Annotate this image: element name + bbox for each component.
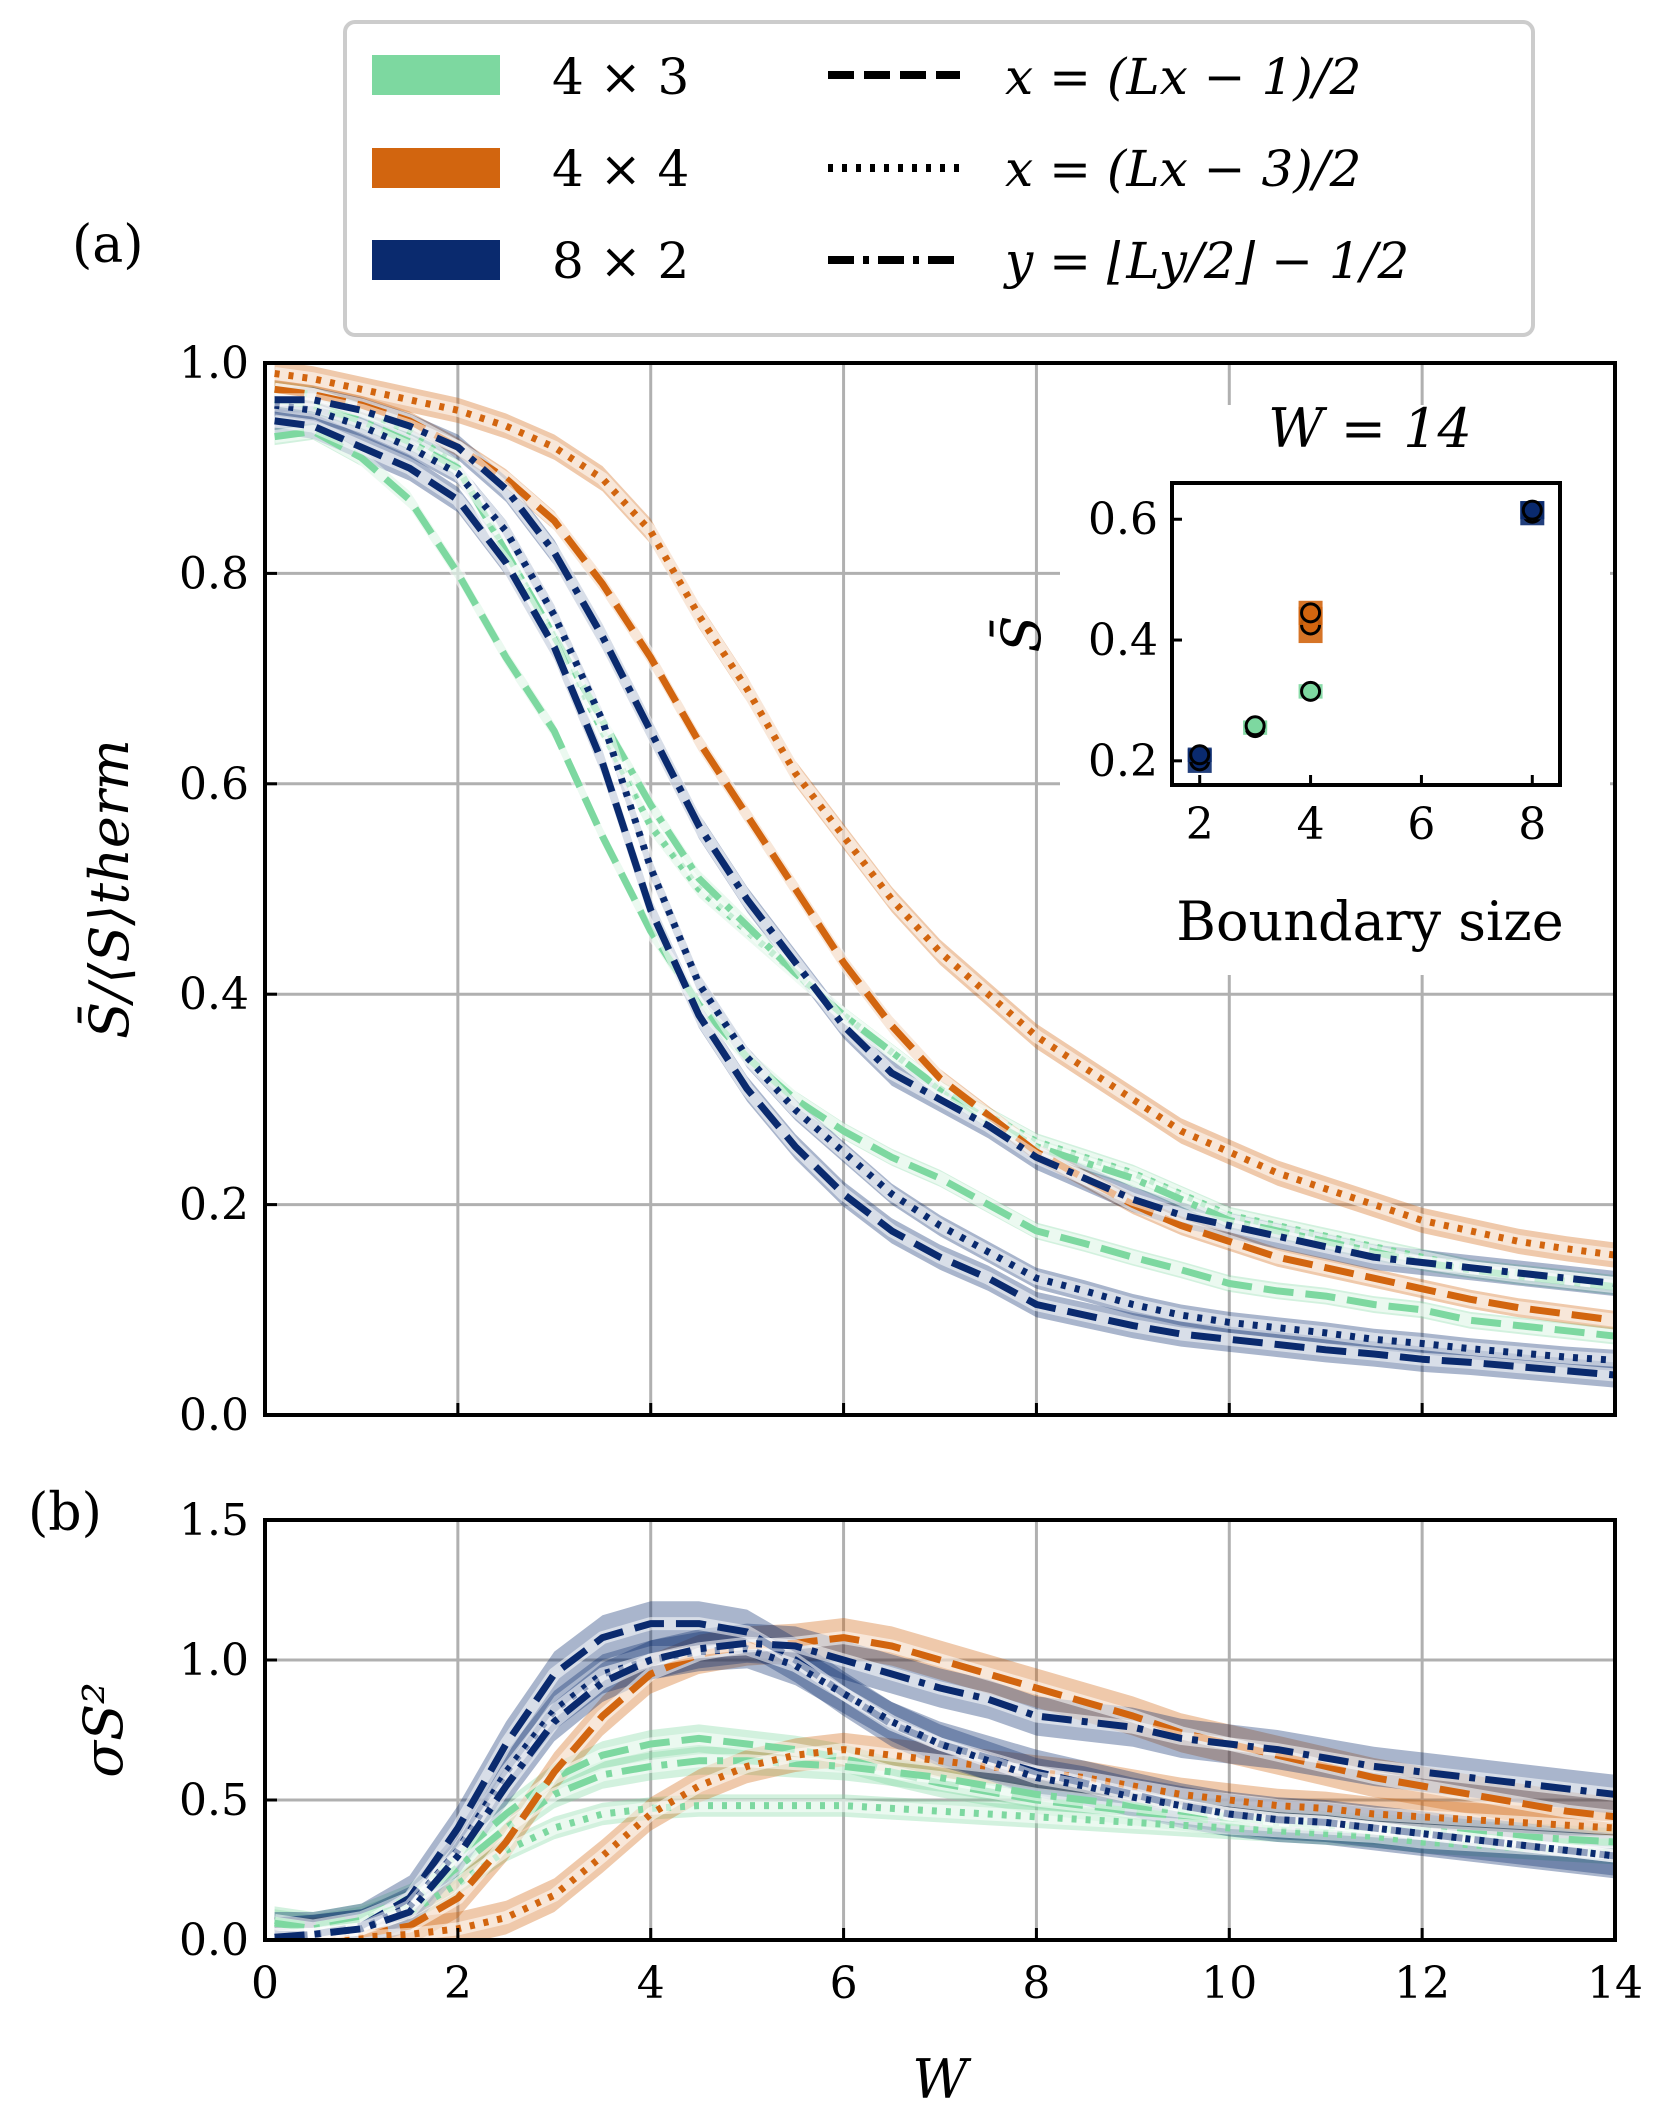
- legend-label-8x2: 8 × 2: [552, 232, 689, 290]
- inset-ytick-label: 0.4: [1088, 615, 1158, 666]
- inset-ytick-label: 0.2: [1088, 736, 1158, 787]
- panel-a-ytick-label: 1.0: [179, 338, 249, 389]
- inset-xtick-label: 4: [1297, 799, 1325, 850]
- panel-b-xtick-label: 2: [444, 1958, 472, 2009]
- panel-label-b: (b): [28, 1483, 102, 1543]
- panel-a-bands: [274, 363, 1615, 1388]
- panel-b-ticks: 0 2 4 6 8 10 12 14 0.0 0.5 1.0 1.5: [179, 1495, 1643, 2009]
- panel-a-ytick-label: 0.4: [179, 969, 249, 1020]
- panel-a-ytick-label: 0.2: [179, 1180, 249, 1231]
- inset-point-8: [1521, 499, 1543, 521]
- legend-patch-4x4: [372, 148, 500, 188]
- panel-a-halo-4: [273, 367, 1615, 1262]
- panel-b-series-3: [274, 1634, 1615, 1940]
- inset-xlabel: Boundary size: [1176, 890, 1563, 953]
- panel-b-xtick-label: 14: [1587, 1958, 1643, 2009]
- panel-a-series-7: [274, 396, 1615, 1287]
- panel-b-frame: [263, 1518, 1617, 1942]
- panel-a-frame: [263, 361, 1617, 1417]
- inset-ylabel: S̄: [989, 616, 1053, 653]
- panel-a-series-0: [274, 427, 1615, 1340]
- panel-a: 0.0 0.2 0.4 0.6 0.8 1.0 S̄/⟨S⟩therm: [77, 338, 1617, 1441]
- panel-a-series-5: [274, 417, 1615, 1379]
- legend: 4 × 3 4 × 4 8 × 2 x = (Lx − 1)/2 x = (Lx…: [343, 20, 1535, 337]
- inset-frame: [1170, 481, 1562, 787]
- panel-b-xtick-label: 0: [251, 1958, 279, 2009]
- panel-a-ylabel: S̄/⟨S⟩therm: [77, 739, 141, 1039]
- panel-b-ytick-label: 1.5: [179, 1495, 249, 1546]
- inset-title: W = 14: [1268, 397, 1472, 460]
- inset-point-3: [1244, 715, 1266, 737]
- inset-ticks: 2 4 6 8 0.2 0.4 0.6: [1088, 494, 1546, 850]
- inset: 2 4 6 8 0.2 0.4 0.6 W = 14 Boundary size S̄: [989, 397, 1610, 975]
- panel-a-band-7: [274, 387, 1615, 1297]
- inset-point-6: [1300, 602, 1322, 624]
- panel-b-xlabel: W: [912, 2048, 972, 2111]
- panel-b-ylabel: σS²: [72, 1682, 135, 1778]
- panel-b: 0 2 4 6 8 10 12 14 0.0 0.5 1.0 1.5 σS² W: [72, 1495, 1643, 2111]
- panel-b-xtick-label: 8: [1022, 1958, 1050, 2009]
- inset-xtick-label: 2: [1186, 799, 1214, 850]
- inset-ytick-label: 0.6: [1088, 494, 1158, 545]
- legend-label-cut-2: x = (Lx − 3)/2: [1005, 140, 1361, 198]
- panel-b-xtick-label: 12: [1394, 1958, 1450, 2009]
- panel-b-ytick-label: 0.0: [179, 1915, 249, 1966]
- inset-xtick-label: 8: [1518, 799, 1546, 850]
- legend-patch-8x2: [372, 240, 500, 280]
- panel-b-ytick-label: 0.5: [179, 1775, 249, 1826]
- legend-label-cut-1: x = (Lx − 1)/2: [1005, 48, 1361, 106]
- panel-a-ytick-label: 0.6: [179, 759, 249, 810]
- panel-a-ytick-label: 0.8: [179, 548, 249, 599]
- legend-patch-4x3: [372, 55, 500, 95]
- inset-points: [1187, 499, 1545, 773]
- legend-label-cut-3: y = ⌊Ly/2⌋ − 1/2: [1003, 232, 1409, 290]
- panel-b-band-3: [274, 1618, 1615, 1940]
- panel-b-xtick-label: 4: [637, 1958, 665, 2009]
- panel-b-lines: [273, 1617, 1615, 1940]
- panel-b-series-7: [274, 1639, 1615, 1940]
- panel-b-xtick-label: 6: [830, 1958, 858, 2009]
- inset-point-1: [1189, 744, 1211, 766]
- inset-point-4: [1300, 680, 1322, 702]
- panel-a-series-6: [274, 401, 1615, 1364]
- legend-frame: [343, 20, 1535, 337]
- panel-a-ytick-label: 0.0: [179, 1390, 249, 1441]
- panel-b-ytick-label: 1.0: [179, 1635, 249, 1686]
- panel-a-ticks: 0.0 0.2 0.4 0.6 0.8 1.0: [179, 338, 1617, 1441]
- panel-label-a: (a): [72, 215, 144, 275]
- legend-label-4x4: 4 × 4: [552, 140, 689, 198]
- panel-a-lines: [273, 367, 1615, 1382]
- inset-xtick-label: 6: [1407, 799, 1435, 850]
- legend-label-4x3: 4 × 3: [552, 48, 689, 106]
- panel-b-series-4: [274, 1746, 1615, 1940]
- panel-b-xtick-label: 10: [1201, 1958, 1257, 2009]
